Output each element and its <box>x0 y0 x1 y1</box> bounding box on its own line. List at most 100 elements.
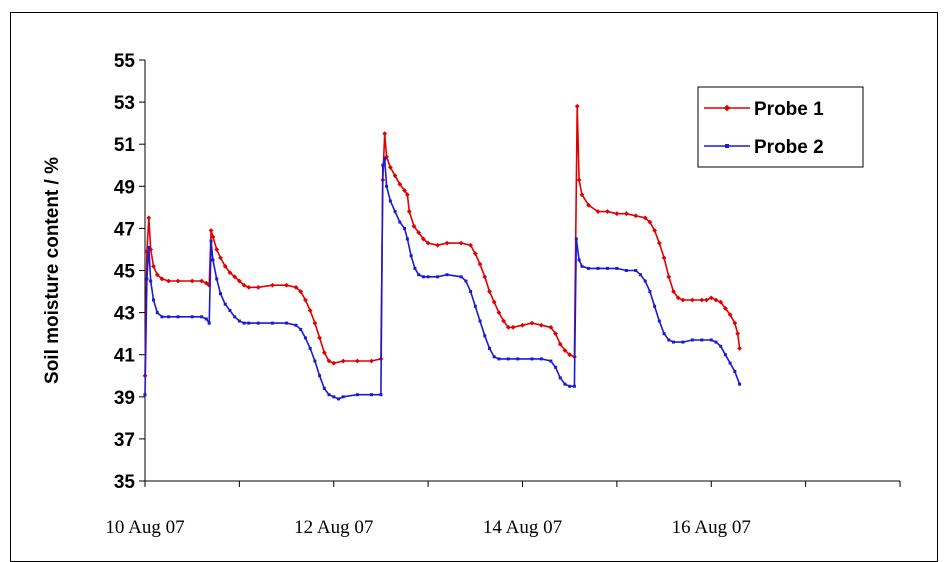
data-point <box>219 292 222 296</box>
data-point <box>148 247 154 252</box>
data-point <box>233 315 237 319</box>
data-point <box>436 275 440 279</box>
data-point <box>321 350 327 355</box>
data-point <box>487 289 492 294</box>
data-point <box>369 358 374 364</box>
data-point <box>699 297 705 303</box>
data-point <box>483 334 487 338</box>
data-point <box>303 336 307 340</box>
data-point <box>445 273 449 277</box>
data-point <box>398 220 402 224</box>
data-point <box>228 308 232 312</box>
data-point <box>299 327 303 331</box>
data-point <box>421 275 425 279</box>
data-point <box>160 315 164 319</box>
data-point <box>520 322 525 328</box>
data-point <box>211 258 215 262</box>
data-point <box>331 360 337 366</box>
data-point <box>469 290 473 294</box>
data-point <box>666 274 672 280</box>
data-point <box>404 192 410 198</box>
data-point <box>313 359 317 363</box>
data-point <box>605 266 609 270</box>
data-point <box>397 181 403 187</box>
data-point <box>322 386 326 390</box>
data-point <box>383 157 387 161</box>
data-point <box>638 273 642 277</box>
data-point <box>657 319 661 323</box>
data-point <box>151 298 155 302</box>
data-point <box>700 338 704 342</box>
data-point <box>227 270 233 276</box>
data-point <box>615 266 619 270</box>
data-point <box>709 338 713 342</box>
data-point <box>501 318 507 324</box>
data-point <box>690 338 694 342</box>
data-point <box>516 357 520 361</box>
y-tick-label: 35 <box>114 472 136 493</box>
data-point <box>671 289 676 294</box>
data-point <box>270 321 274 325</box>
data-point <box>293 284 299 290</box>
y-tick-label: 47 <box>114 219 135 240</box>
data-point <box>370 393 373 397</box>
data-point <box>738 382 742 386</box>
data-point <box>553 331 558 337</box>
data-point <box>147 245 151 249</box>
x-tick-label: 16 Aug 07 <box>672 517 751 538</box>
data-point <box>303 297 308 303</box>
data-point <box>572 384 576 388</box>
data-point <box>624 269 628 272</box>
data-point <box>723 353 727 357</box>
data-point <box>284 282 289 288</box>
data-point <box>379 393 383 397</box>
y-tick-label: 37 <box>114 430 135 451</box>
data-point <box>623 211 629 217</box>
data-point <box>388 199 392 203</box>
data-point <box>568 384 572 388</box>
data-point <box>393 210 397 214</box>
data-point <box>341 395 345 399</box>
data-point <box>562 348 568 353</box>
data-point <box>530 357 534 361</box>
data-point <box>680 297 686 303</box>
data-point <box>403 226 407 230</box>
data-point <box>647 219 653 225</box>
data-point <box>733 370 737 374</box>
data-point <box>580 264 584 268</box>
data-point <box>662 332 666 336</box>
data-point <box>492 355 496 359</box>
data-point <box>648 290 652 294</box>
data-point <box>318 374 322 378</box>
data-point <box>505 324 511 330</box>
y-tick-label: 53 <box>114 93 135 114</box>
data-point <box>149 279 153 283</box>
data-point <box>642 215 648 221</box>
data-point <box>464 279 468 283</box>
data-point <box>653 304 657 308</box>
data-point <box>405 237 409 241</box>
data-point <box>704 297 709 303</box>
data-point <box>308 346 312 350</box>
data-point <box>643 279 647 283</box>
data-point <box>392 173 398 179</box>
data-point <box>458 240 464 246</box>
data-point <box>417 273 421 277</box>
data-point <box>298 289 304 294</box>
data-point <box>719 344 723 348</box>
data-point <box>326 358 332 364</box>
data-point <box>563 382 567 386</box>
data-point <box>482 274 488 280</box>
data-point <box>175 278 181 284</box>
data-point <box>159 276 165 282</box>
y-axis-title: Soil moisture content / % <box>42 157 63 384</box>
data-point <box>294 323 298 327</box>
data-point <box>387 164 393 170</box>
y-tick-label: 41 <box>114 346 136 367</box>
data-point <box>681 340 685 344</box>
data-point <box>567 352 573 358</box>
data-point <box>718 299 724 305</box>
data-point <box>176 315 180 319</box>
data-point <box>382 131 388 137</box>
